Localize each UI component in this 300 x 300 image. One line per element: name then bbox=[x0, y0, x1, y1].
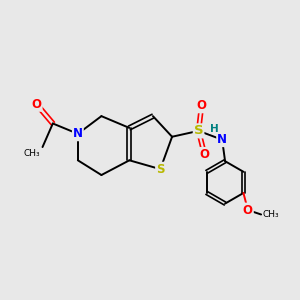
Text: S: S bbox=[156, 163, 165, 176]
Text: H: H bbox=[209, 124, 218, 134]
Text: S: S bbox=[194, 124, 203, 137]
Text: N: N bbox=[73, 127, 83, 140]
Text: CH₃: CH₃ bbox=[23, 149, 40, 158]
Text: O: O bbox=[32, 98, 42, 111]
Text: O: O bbox=[200, 148, 209, 161]
Text: N: N bbox=[217, 133, 227, 146]
Text: O: O bbox=[243, 204, 253, 217]
Text: CH₃: CH₃ bbox=[262, 210, 279, 219]
Text: O: O bbox=[196, 99, 206, 112]
